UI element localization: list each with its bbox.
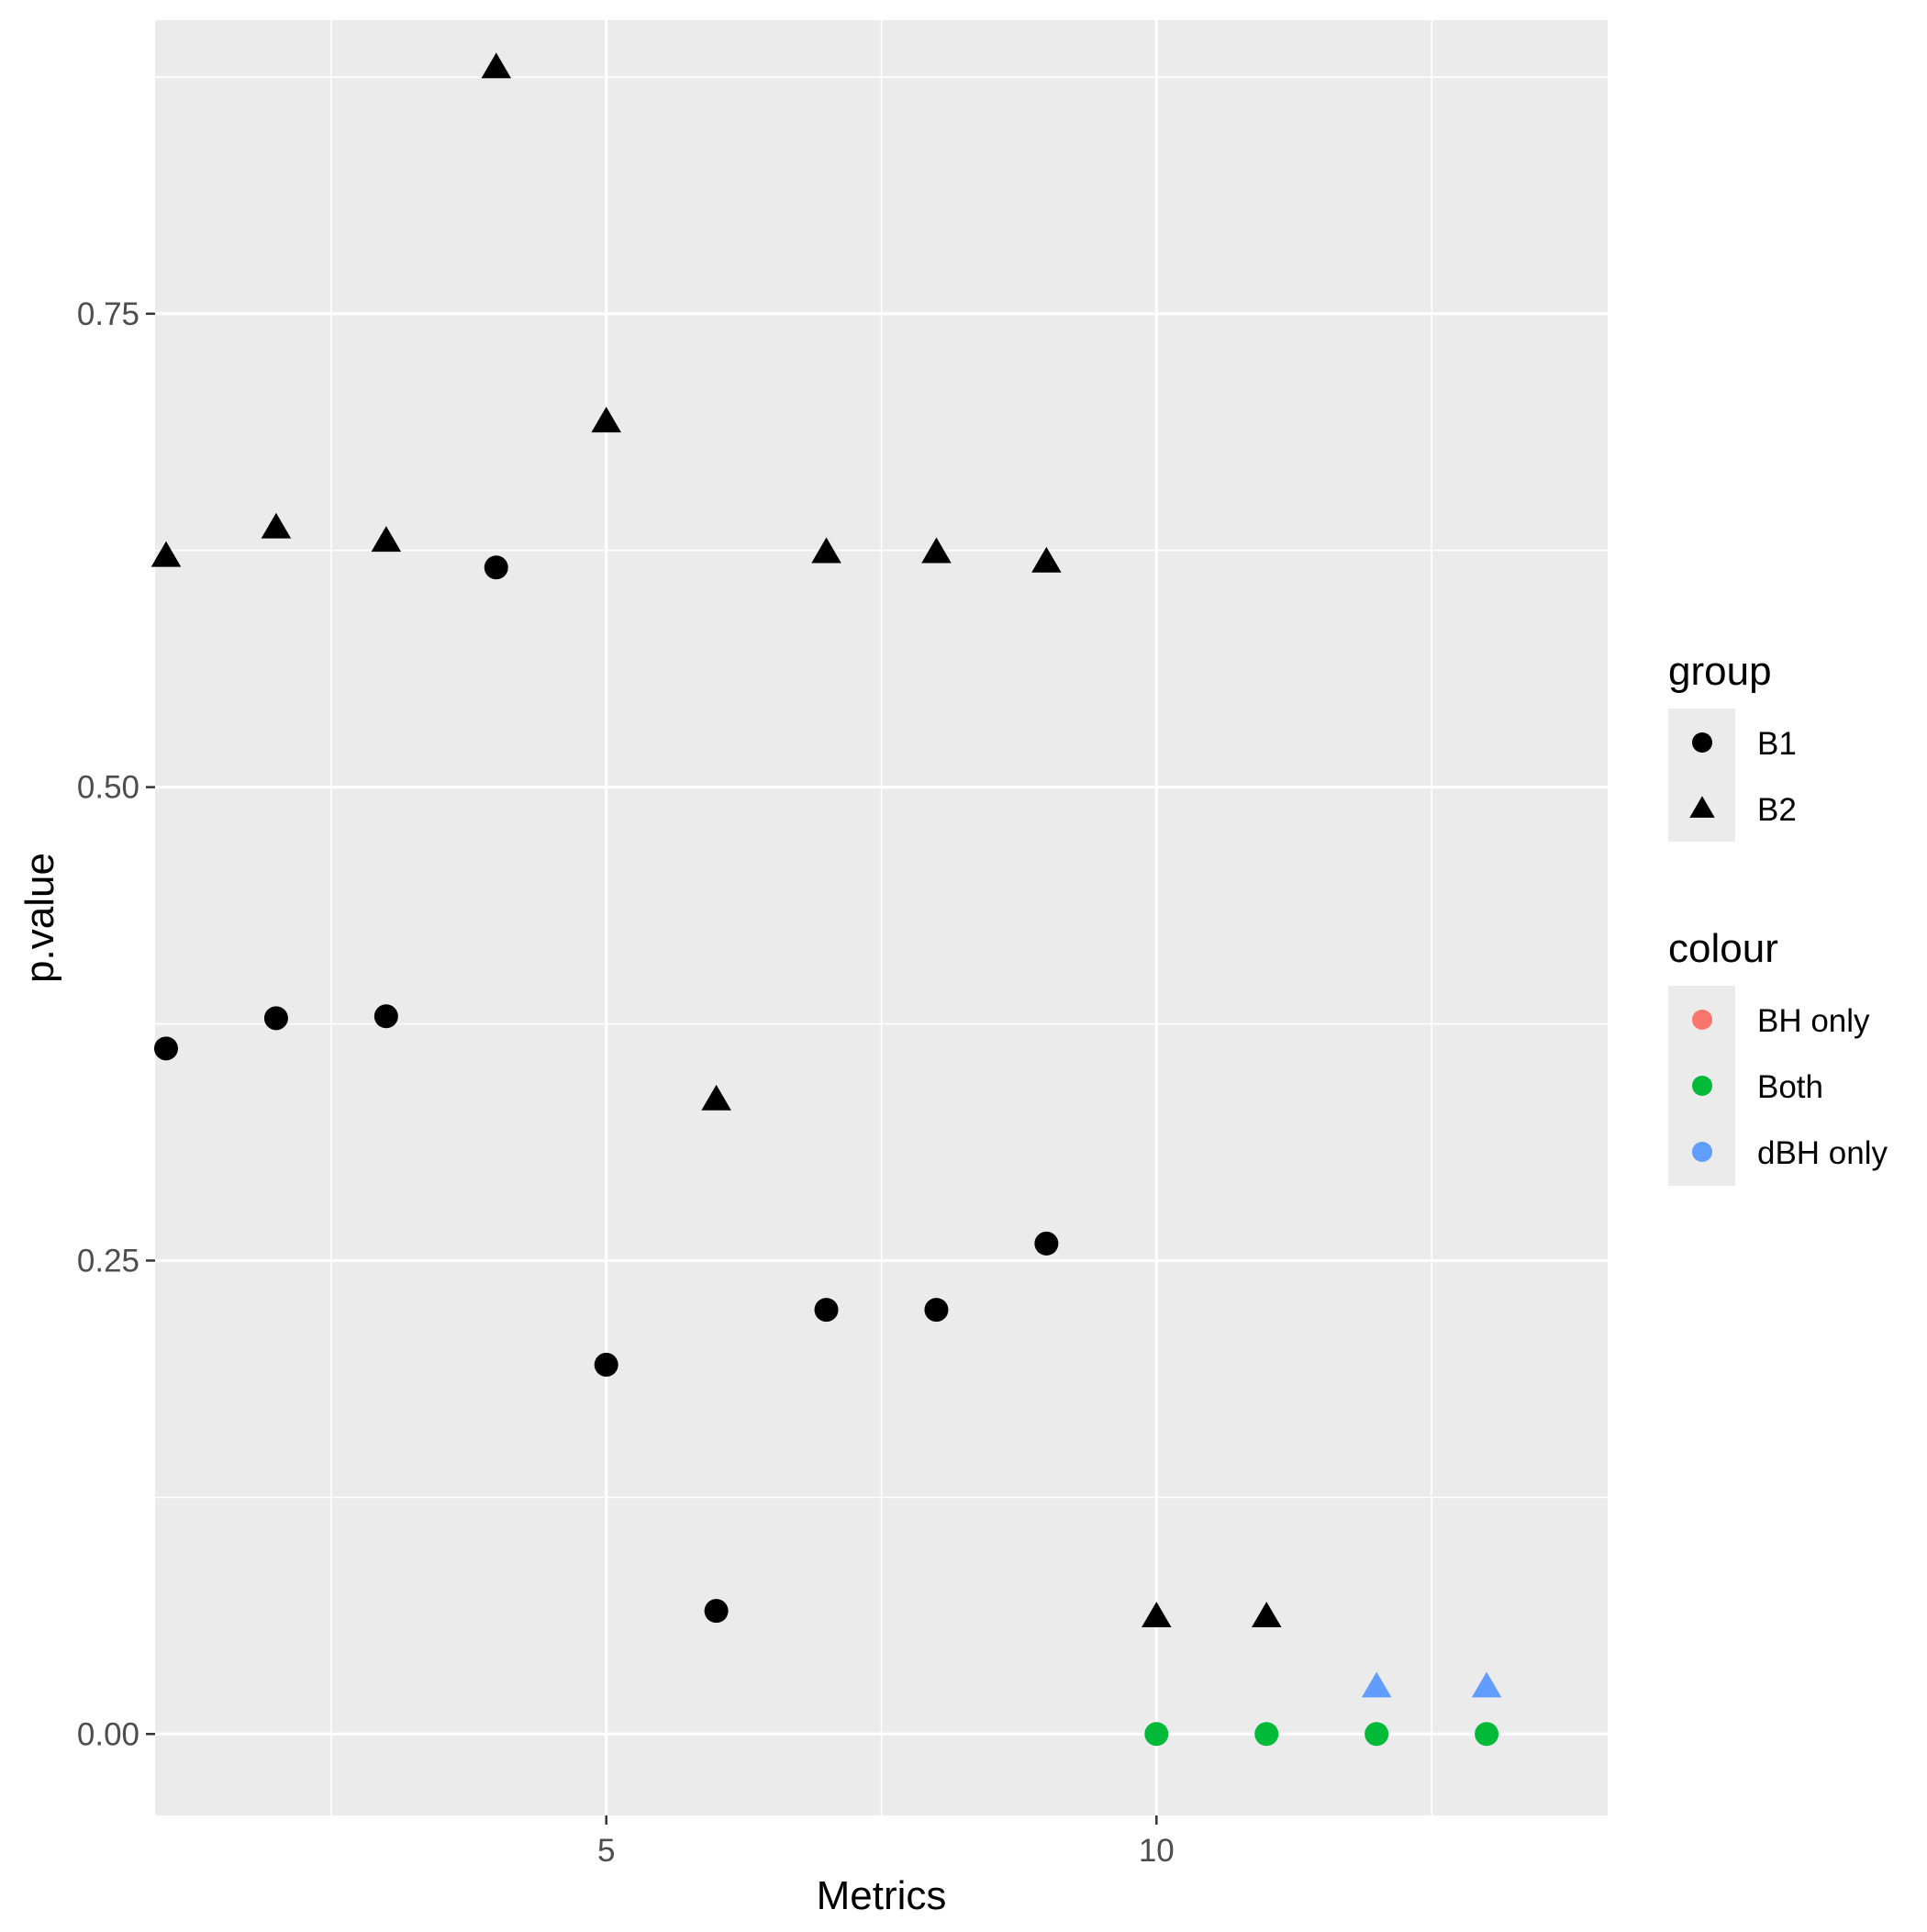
legend-key-bg-group bbox=[1668, 709, 1735, 842]
b2-point bbox=[921, 537, 952, 564]
legend-title-colour: colour bbox=[1668, 926, 1778, 971]
b1-point bbox=[1475, 1722, 1499, 1747]
legend-key-b2 bbox=[1689, 796, 1715, 818]
legend-title-group: group bbox=[1668, 649, 1772, 694]
b2-point bbox=[811, 537, 841, 564]
b1-point bbox=[153, 1036, 178, 1061]
b1-point bbox=[484, 555, 508, 580]
b1-point bbox=[704, 1599, 729, 1624]
legend: group B1 B2 colour BH only Both dBH only bbox=[1668, 649, 1888, 1186]
legend-key-bh-only bbox=[1692, 1010, 1712, 1030]
data-points bbox=[150, 52, 1502, 1747]
b2-point bbox=[1142, 1602, 1172, 1628]
legend-label-dbh-only: dBH only bbox=[1757, 1135, 1888, 1171]
b1-point bbox=[1144, 1722, 1169, 1747]
b2-point bbox=[261, 512, 292, 539]
y-tick-label: 0.00 bbox=[77, 1716, 139, 1752]
b1-point bbox=[814, 1298, 839, 1323]
y-tick-label: 0.25 bbox=[77, 1243, 139, 1279]
b2-point bbox=[591, 407, 621, 433]
x-axis-title: Metrics bbox=[817, 1873, 947, 1918]
legend-key-dbh-only bbox=[1692, 1142, 1712, 1162]
x-tick-label: 5 bbox=[597, 1833, 615, 1869]
b2-point bbox=[1251, 1602, 1282, 1628]
b2-point bbox=[150, 541, 182, 567]
b2-point bbox=[371, 526, 402, 553]
b1-point bbox=[924, 1298, 949, 1323]
legend-key-b1 bbox=[1692, 732, 1712, 753]
b2-point bbox=[1031, 546, 1062, 573]
b1-point bbox=[373, 1004, 398, 1029]
legend-label-b2: B2 bbox=[1757, 792, 1797, 828]
b1-point bbox=[594, 1352, 618, 1377]
b2-point bbox=[481, 52, 512, 79]
y-tick-label: 0.50 bbox=[77, 770, 139, 806]
x-tick-label: 10 bbox=[1139, 1833, 1175, 1869]
b1-point bbox=[263, 1006, 288, 1031]
legend-label-b1: B1 bbox=[1757, 726, 1797, 762]
b1-point bbox=[1254, 1722, 1279, 1747]
y-axis-title: p.value bbox=[17, 853, 62, 983]
b1-point bbox=[1034, 1231, 1059, 1256]
legend-label-bh-only: BH only bbox=[1757, 1003, 1870, 1039]
legend-key-both bbox=[1692, 1076, 1712, 1096]
y-tick-label: 0.75 bbox=[77, 296, 139, 332]
b2-point bbox=[1471, 1671, 1502, 1698]
legend-label-both: Both bbox=[1757, 1069, 1823, 1105]
b1-point bbox=[1364, 1722, 1389, 1747]
b2-point bbox=[1361, 1671, 1392, 1698]
axes: 5 10 0.00 0.25 0.50 0.75 bbox=[77, 296, 1175, 1869]
b2-point bbox=[701, 1084, 731, 1111]
